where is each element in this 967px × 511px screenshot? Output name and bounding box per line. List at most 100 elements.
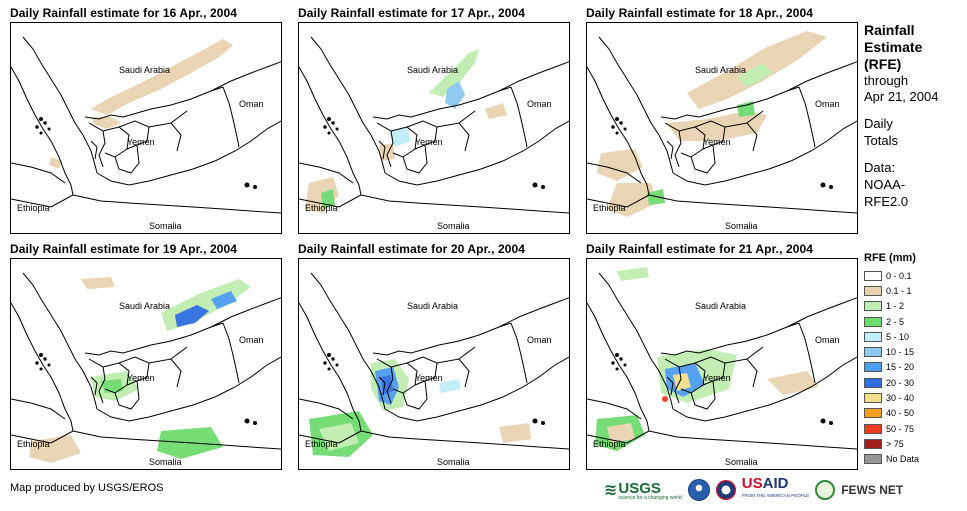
label-oman: Oman bbox=[239, 99, 264, 109]
fews-net-globe-icon bbox=[815, 480, 836, 500]
legend-swatch bbox=[864, 331, 882, 342]
label-saudi-arabia: Saudi Arabia bbox=[695, 301, 747, 311]
usgs-logo: ≋ USGS science for a changing world bbox=[604, 480, 682, 501]
panel-title: Daily Rainfall estimate for 20 Apr., 200… bbox=[298, 242, 526, 256]
label-somalia: Somalia bbox=[725, 457, 758, 467]
agency-logos: ≋ USGS science for a changing world USAI… bbox=[604, 475, 903, 502]
panel-title: Daily Rainfall estimate for 19 Apr., 200… bbox=[10, 242, 238, 256]
label-somalia: Somalia bbox=[725, 221, 758, 231]
rainfall-map: Saudi Arabia Oman Yemen Ethiopia Somalia bbox=[10, 22, 282, 234]
legend-label: 0.1 - 1 bbox=[886, 285, 912, 296]
legend-item: 1 - 2 bbox=[864, 299, 964, 314]
legend-label: 20 - 30 bbox=[886, 377, 915, 388]
label-yemen: Yemen bbox=[127, 137, 155, 147]
label-saudi-arabia: Saudi Arabia bbox=[119, 65, 171, 75]
description-data: Data: NOAA- RFE2.0 bbox=[864, 159, 964, 210]
label-ethiopia: Ethiopia bbox=[593, 203, 626, 213]
rainfall-areas bbox=[305, 49, 507, 213]
legend-item: 30 - 40 bbox=[864, 390, 964, 405]
legend-swatch bbox=[864, 423, 882, 434]
legend-swatch bbox=[864, 393, 882, 404]
legend-swatch bbox=[864, 285, 882, 296]
panel-title: Daily Rainfall estimate for 16 Apr., 200… bbox=[10, 6, 238, 20]
panel-title: Daily Rainfall estimate for 21 Apr., 200… bbox=[586, 242, 814, 256]
panel-title: Daily Rainfall estimate for 18 Apr., 200… bbox=[586, 6, 814, 20]
legend-swatch bbox=[864, 454, 882, 465]
legend-items: 0 - 0.1 0.1 - 1 1 - 2 2 - 5 5 - 10 10 - 15 15 … bbox=[864, 268, 964, 467]
usaid-tagline: FROM THE AMERICAN PEOPLE bbox=[741, 493, 810, 498]
usaid-logo: USAID FROM THE AMERICAN PEOPLE bbox=[741, 475, 810, 502]
description-title-line-2: Estimate bbox=[864, 39, 923, 55]
label-oman: Oman bbox=[815, 335, 840, 345]
rainfall-areas bbox=[595, 267, 819, 451]
legend-item: > 75 bbox=[864, 436, 964, 451]
label-oman: Oman bbox=[527, 335, 552, 345]
rainfall-map: Saudi Arabia Oman Yemen Ethiopia Somalia bbox=[586, 258, 858, 470]
panel-title: Daily Rainfall estimate for 17 Apr., 200… bbox=[298, 6, 526, 20]
legend-item: 40 - 50 bbox=[864, 406, 964, 421]
description-data-line-3: RFE2.0 bbox=[864, 194, 909, 209]
label-ethiopia: Ethiopia bbox=[305, 439, 338, 449]
map-credit: Map produced by USGS/EROS bbox=[10, 482, 164, 494]
rainfall-map: Saudi Arabia Oman Yemen Ethiopia Somalia bbox=[298, 258, 570, 470]
legend-item: 0.1 - 1 bbox=[864, 283, 964, 298]
rainfall-areas bbox=[49, 39, 233, 169]
label-saudi-arabia: Saudi Arabia bbox=[119, 301, 171, 311]
label-oman: Oman bbox=[815, 99, 840, 109]
description-title-line-1: Rainfall bbox=[864, 22, 915, 38]
legend-swatch bbox=[864, 438, 882, 449]
description-daily: Daily Totals bbox=[864, 115, 964, 149]
legend-item: 10 - 15 bbox=[864, 344, 964, 359]
rainfall-areas bbox=[597, 31, 827, 217]
description-sub-line-1: through bbox=[864, 73, 909, 88]
label-oman: Oman bbox=[239, 335, 264, 345]
legend-swatch bbox=[864, 316, 882, 327]
description-daily-line-1: Daily bbox=[864, 116, 893, 131]
legend-swatch bbox=[864, 270, 882, 281]
legend-item: 5 - 10 bbox=[864, 329, 964, 344]
legend-item: 50 - 75 bbox=[864, 421, 964, 436]
legend-label: 30 - 40 bbox=[886, 393, 915, 404]
label-somalia: Somalia bbox=[149, 457, 182, 467]
legend-label: 15 - 20 bbox=[886, 362, 915, 373]
label-somalia: Somalia bbox=[149, 221, 182, 231]
legend-item: No Data bbox=[864, 452, 964, 467]
usaid-suffix: AID bbox=[762, 475, 789, 492]
legend-label: 50 - 75 bbox=[886, 423, 915, 434]
legend-label: > 75 bbox=[886, 438, 904, 449]
label-saudi-arabia: Saudi Arabia bbox=[407, 301, 459, 311]
label-yemen: Yemen bbox=[703, 373, 731, 383]
description-data-line-2: NOAA- bbox=[864, 177, 906, 192]
legend-label: 40 - 50 bbox=[886, 408, 915, 419]
legend-swatch bbox=[864, 301, 882, 312]
label-yemen: Yemen bbox=[415, 373, 443, 383]
rainfall-map: Saudi Arabia Oman Yemen Ethiopia Somalia bbox=[586, 22, 858, 234]
legend-swatch bbox=[864, 362, 882, 373]
label-ethiopia: Ethiopia bbox=[593, 439, 626, 449]
usgs-waves-icon: ≋ bbox=[604, 482, 618, 499]
label-ethiopia: Ethiopia bbox=[17, 439, 50, 449]
label-yemen: Yemen bbox=[415, 137, 443, 147]
rainfall-map: Saudi Arabia Oman Yemen Ethiopia Somalia bbox=[10, 258, 282, 470]
noaa-logo-icon bbox=[687, 479, 710, 501]
description-title-line-3: (RFE) bbox=[864, 56, 902, 72]
label-ethiopia: Ethiopia bbox=[305, 203, 338, 213]
legend-title: RFE (mm) bbox=[864, 252, 916, 264]
legend-label: 10 - 15 bbox=[886, 347, 915, 358]
legend-item: 2 - 5 bbox=[864, 314, 964, 329]
label-yemen: Yemen bbox=[703, 137, 731, 147]
description-daily-line-2: Totals bbox=[864, 133, 898, 148]
legend-label: 5 - 10 bbox=[886, 331, 910, 342]
label-somalia: Somalia bbox=[437, 221, 470, 231]
legend-item: 20 - 30 bbox=[864, 375, 964, 390]
label-yemen: Yemen bbox=[127, 373, 155, 383]
label-ethiopia: Ethiopia bbox=[17, 203, 50, 213]
label-oman: Oman bbox=[527, 99, 552, 109]
legend-label: 0 - 0.1 bbox=[886, 270, 912, 281]
label-saudi-arabia: Saudi Arabia bbox=[407, 65, 459, 75]
legend-swatch bbox=[864, 377, 882, 388]
label-somalia: Somalia bbox=[437, 457, 470, 467]
description-sub-line-2: Apr 21, 2004 bbox=[864, 89, 939, 104]
usgs-tagline: science for a changing world bbox=[618, 494, 682, 501]
usgs-text: USGS bbox=[618, 479, 661, 497]
